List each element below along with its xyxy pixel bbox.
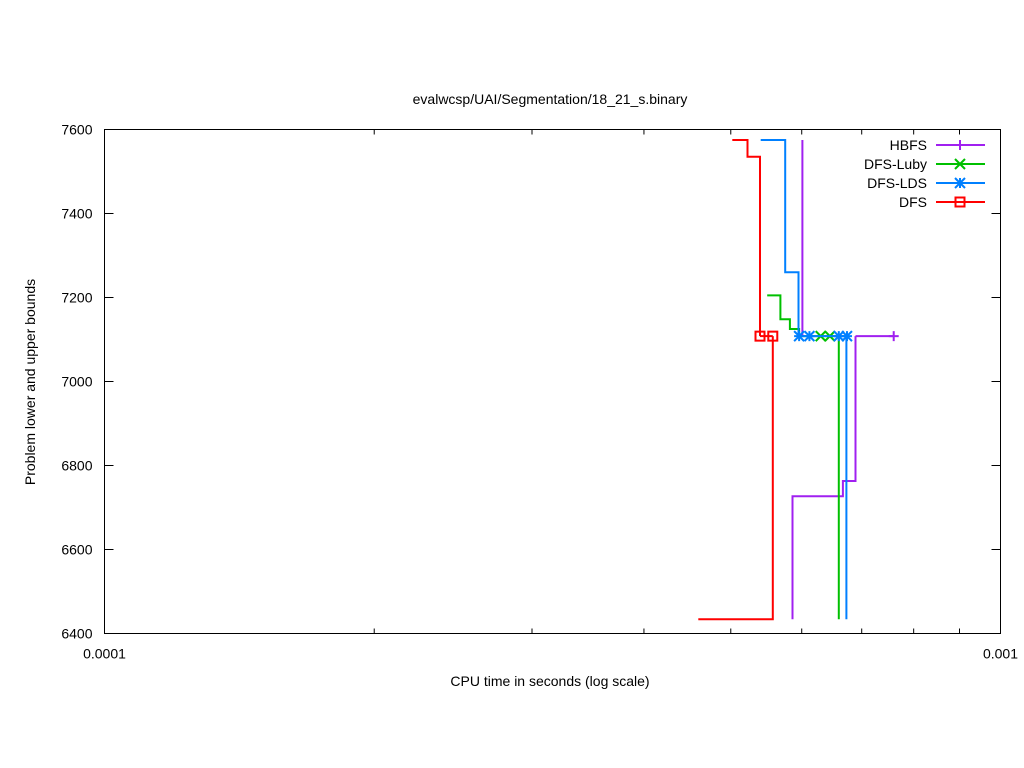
legend-marker [954, 196, 966, 208]
y-tick-label: 7200 [61, 290, 92, 306]
data-point-marker [767, 330, 779, 342]
legend-entry: HBFS [890, 137, 985, 153]
plot-frame [104, 129, 1001, 634]
series-dfs [698, 139, 779, 621]
y-tick-label: 6600 [61, 542, 92, 558]
data-point-marker [793, 330, 805, 342]
chart-title: evalwcsp/UAI/Segmentation/18_21_s.binary [413, 91, 688, 107]
x-tick-label: 0.0001 [83, 646, 126, 662]
series-lower-line [698, 336, 774, 621]
y-tick-label: 7000 [61, 374, 92, 390]
series-upper-line [732, 139, 761, 337]
legend-label: DFS-LDS [867, 175, 927, 191]
plot-area [698, 139, 899, 621]
series-upper-line [767, 294, 801, 337]
series-lower-line [791, 336, 857, 620]
y-tick-label: 7600 [61, 122, 92, 138]
x-axis-label: CPU time in seconds (log scale) [450, 673, 649, 689]
legend-marker [954, 158, 966, 170]
y-tick-label: 6400 [61, 626, 92, 642]
y-tick-label: 7400 [61, 206, 92, 222]
legend-marker [955, 140, 965, 150]
series-dfs-lds [760, 139, 853, 620]
legend-entry: DFS-LDS [867, 175, 985, 191]
legend: HBFS DFS-Luby DFS-LDS DFS [864, 137, 985, 210]
x-tick-label: 0.001 [983, 646, 1018, 662]
series-hbfs [791, 140, 899, 620]
data-point-marker [841, 330, 853, 342]
legend-label: DFS-Luby [864, 156, 927, 172]
data-point-marker [754, 330, 766, 342]
y-tick-label: 6800 [61, 458, 92, 474]
legend-entry: DFS [899, 194, 985, 210]
series-dfs-luby [767, 294, 840, 620]
series-upper-line [760, 139, 800, 337]
y-axis-label: Problem lower and upper bounds [22, 279, 38, 485]
legend-marker [954, 177, 966, 189]
data-point-marker [888, 331, 899, 342]
legend-entry: DFS-Luby [864, 156, 985, 172]
data-point-marker [803, 330, 816, 342]
legend-label: HBFS [890, 137, 927, 153]
axes: 6400 6600 6800 7000 7200 7400 7600 0.0001 0.001 [61, 122, 1018, 662]
legend-label: DFS [899, 194, 927, 210]
